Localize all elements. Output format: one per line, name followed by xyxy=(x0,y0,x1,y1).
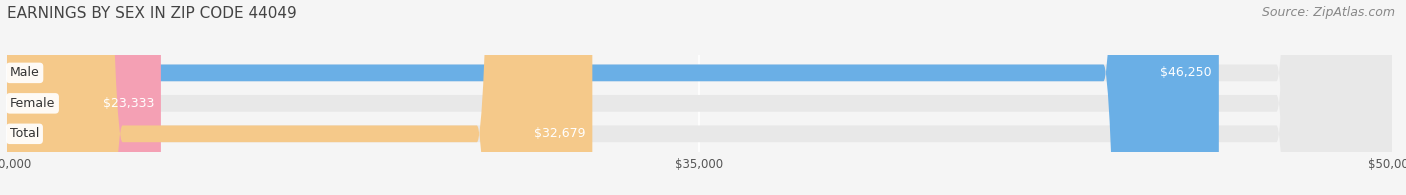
Text: $32,679: $32,679 xyxy=(534,127,585,140)
Text: EARNINGS BY SEX IN ZIP CODE 44049: EARNINGS BY SEX IN ZIP CODE 44049 xyxy=(7,6,297,21)
Text: Female: Female xyxy=(10,97,55,110)
Text: Source: ZipAtlas.com: Source: ZipAtlas.com xyxy=(1261,6,1395,19)
Text: $23,333: $23,333 xyxy=(103,97,155,110)
Text: Male: Male xyxy=(10,66,39,79)
Text: $46,250: $46,250 xyxy=(1160,66,1212,79)
FancyBboxPatch shape xyxy=(7,0,1219,195)
Text: Total: Total xyxy=(10,127,39,140)
FancyBboxPatch shape xyxy=(7,0,160,195)
FancyBboxPatch shape xyxy=(7,0,1392,195)
FancyBboxPatch shape xyxy=(7,0,592,195)
FancyBboxPatch shape xyxy=(7,0,1392,195)
FancyBboxPatch shape xyxy=(7,0,1392,195)
